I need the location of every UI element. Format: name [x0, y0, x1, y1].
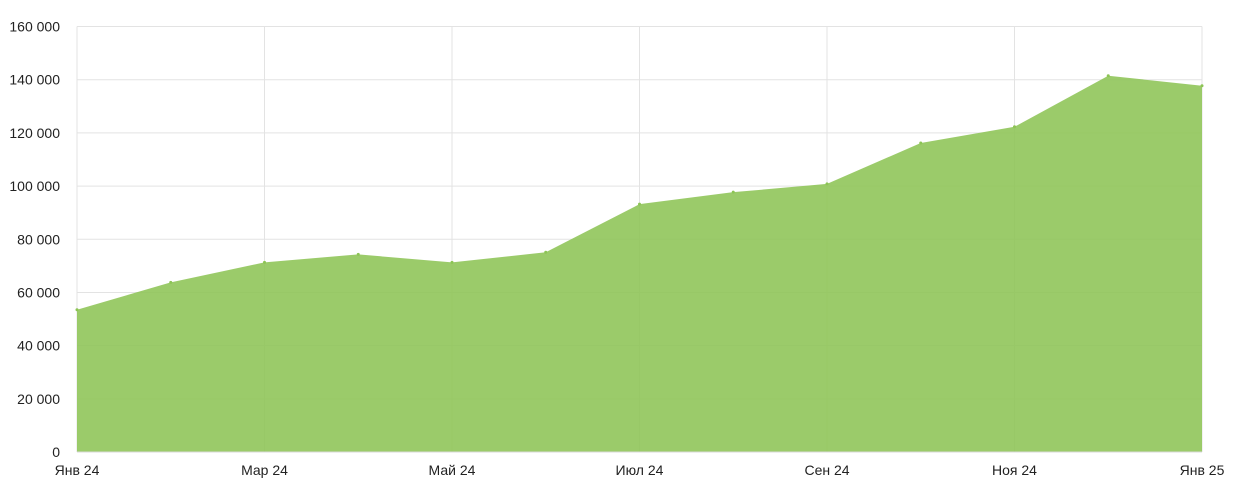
x-tick-label: Май 24 — [429, 462, 476, 478]
data-point — [75, 308, 79, 312]
y-tick-label: 100 000 — [9, 178, 60, 194]
data-point — [1200, 84, 1204, 88]
y-tick-label: 160 000 — [9, 19, 60, 35]
x-tick-label: Янв 25 — [1180, 462, 1225, 478]
y-tick-label: 120 000 — [9, 125, 60, 141]
y-tick-label: 40 000 — [17, 338, 60, 354]
area-series — [77, 75, 1202, 453]
data-point — [263, 260, 266, 264]
data-point — [731, 190, 735, 194]
x-tick-label: Июл 24 — [616, 462, 664, 478]
data-point — [450, 260, 454, 264]
y-tick-label: 140 000 — [9, 72, 60, 88]
x-tick-label: Сен 24 — [804, 462, 849, 478]
data-point — [638, 202, 641, 206]
data-point — [1013, 125, 1016, 129]
data-point — [825, 182, 829, 186]
x-tick-label: Янв 24 — [55, 462, 100, 478]
y-tick-label: 80 000 — [17, 231, 60, 247]
x-tick-label: Мар 24 — [241, 462, 288, 478]
y-tick-label: 20 000 — [17, 391, 60, 407]
y-tick-label: 60 000 — [17, 284, 60, 300]
data-point — [919, 141, 923, 145]
data-point — [169, 280, 173, 284]
x-tick-label: Ноя 24 — [992, 462, 1037, 478]
data-point — [356, 252, 360, 256]
y-tick-label: 0 — [52, 444, 60, 460]
data-point — [1106, 74, 1110, 78]
data-point — [544, 250, 548, 254]
